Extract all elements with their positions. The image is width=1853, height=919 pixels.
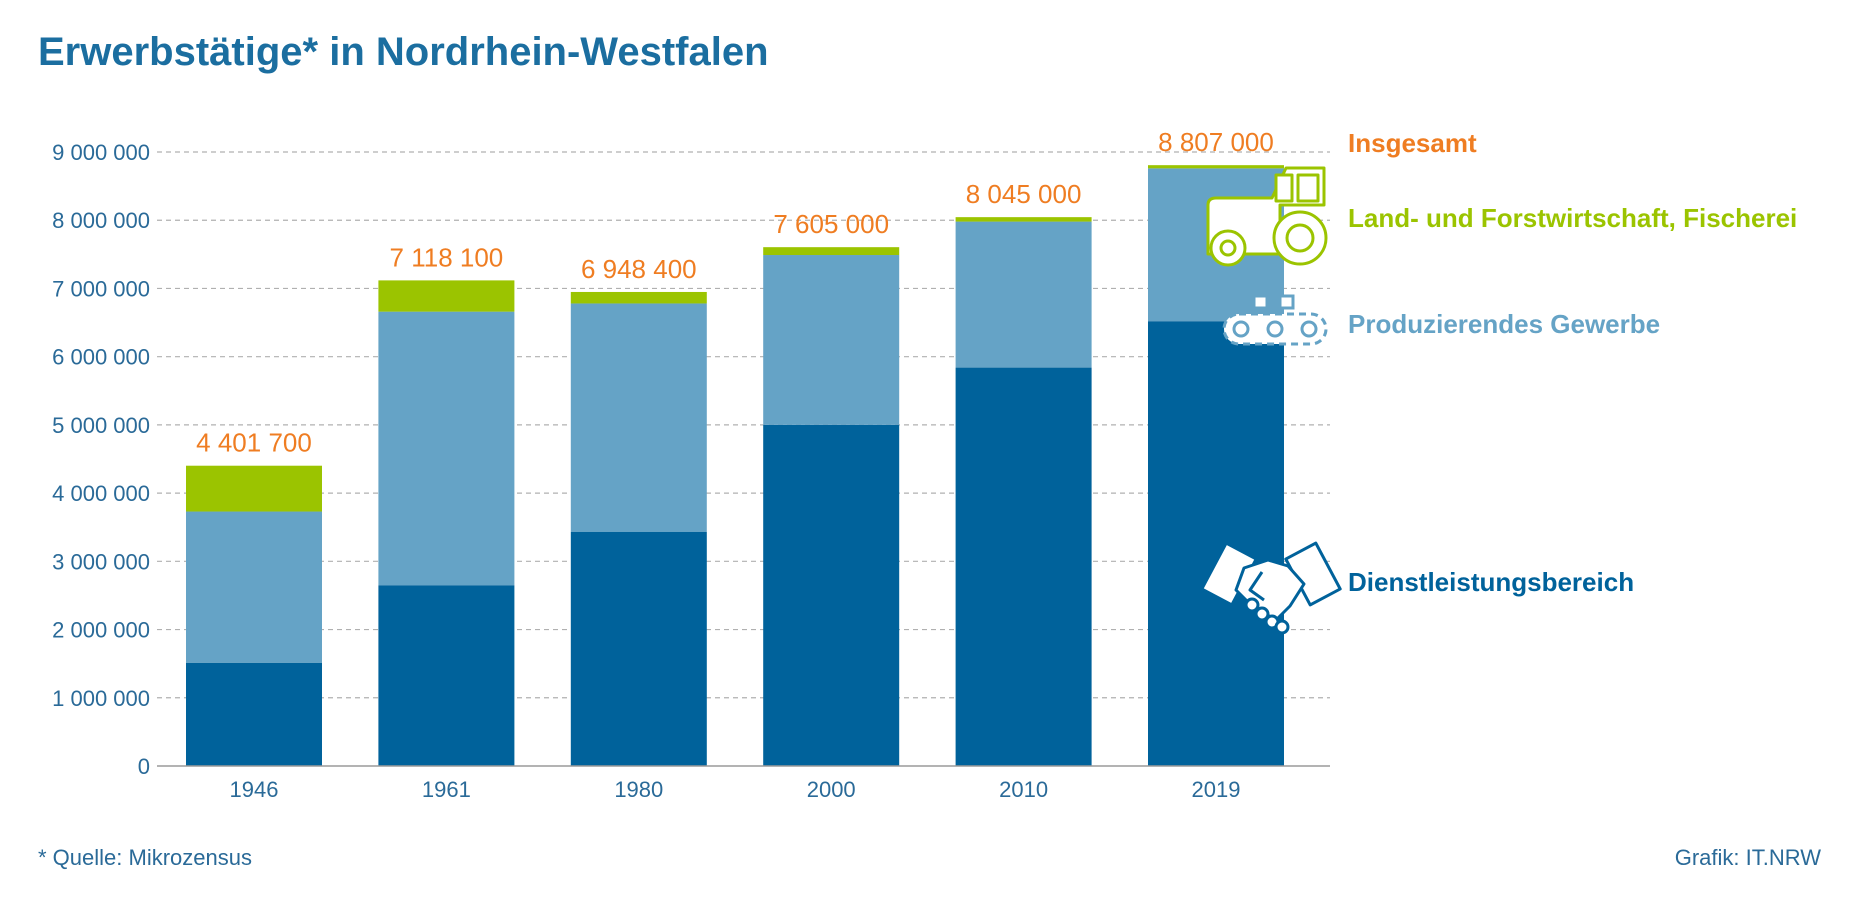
y-tick-label: 8 000 000 [52,208,150,233]
x-tick-label: 1961 [422,777,471,802]
bar-segment-produzierend-2010 [955,221,1092,368]
bar-segment-dienstleistung-2000 [763,424,900,766]
handshake-icon [1200,541,1342,635]
bar-segment-dienstleistung-1980 [570,531,707,766]
y-axis-tick-labels: 0 1 000 000 2 000 000 3 000 000 4 000 000 5 0… [52,140,150,779]
bar-segment-dienstleistung-1946 [186,662,322,766]
y-tick-label: 9 000 000 [52,140,150,165]
bar-segment-land-2010 [955,217,1092,222]
bar-segment-produzierend-1980 [570,303,707,532]
x-tick-label: 2000 [807,777,856,802]
legend-label-dienstleistung: Dienstleistungsbereich [1348,567,1634,597]
total-labels: 4 401 700 7 118 100 6 948 400 7 605 000 8 04… [196,127,1274,458]
legend: Insgesamt Land- und Forstwirtschaft, Fisc… [1348,128,1797,597]
y-tick-label: 5 000 000 [52,413,150,438]
y-tick-label: 4 000 000 [52,481,150,506]
bar-segment-produzierend-1946 [186,511,322,663]
legend-label-total: Insgesamt [1348,128,1477,158]
total-label: 6 948 400 [581,254,697,284]
bar-segment-land-1961 [378,280,515,312]
graphic-credit: Grafik: IT.NRW [1674,845,1821,870]
bar-segment-land-2019 [1148,165,1284,169]
y-tick-label: 3 000 000 [52,549,150,574]
total-label: 8 045 000 [966,179,1082,209]
chart-title: Erwerbstätige* in Nordrhein-Westfalen [38,30,769,74]
total-label: 8 807 000 [1158,127,1274,157]
y-tick-label: 1 000 000 [52,686,150,711]
bar-segment-dienstleistung-2010 [955,367,1092,766]
legend-label-produzierend: Produzierendes Gewerbe [1348,309,1660,339]
bar-segment-land-1980 [570,291,707,304]
x-tick-label: 2019 [1192,777,1241,802]
bar-segment-land-1946 [186,465,322,512]
y-tick-label: 7 000 000 [52,276,150,301]
bar-segment-land-2000 [763,247,900,256]
total-label: 7 118 100 [390,242,504,272]
source-footnote: * Quelle: Mikrozensus [38,845,252,870]
x-tick-label: 2010 [999,777,1048,802]
legend-label-land: Land- und Forstwirtschaft, Fischerei [1348,203,1797,233]
x-axis: 1946 1961 1980 2000 2010 2019 [157,765,1330,802]
bar-segment-produzierend-1961 [378,311,515,586]
bar-segment-dienstleistung-1961 [378,585,515,766]
gridlines [157,151,1330,699]
bar-segment-dienstleistung-2019 [1148,321,1284,766]
bars [186,165,1284,766]
x-tick-label: 1980 [614,777,663,802]
conveyor-belt-icon [1222,294,1328,346]
y-tick-label: 2 000 000 [52,618,150,643]
x-tick-label: 1946 [230,777,279,802]
y-tick-label: 6 000 000 [52,345,150,370]
y-tick-label: 0 [138,754,150,779]
total-label: 7 605 000 [773,209,889,239]
bar-segment-produzierend-2000 [763,255,900,425]
total-label: 4 401 700 [196,428,312,458]
tractor-icon [1206,166,1328,267]
